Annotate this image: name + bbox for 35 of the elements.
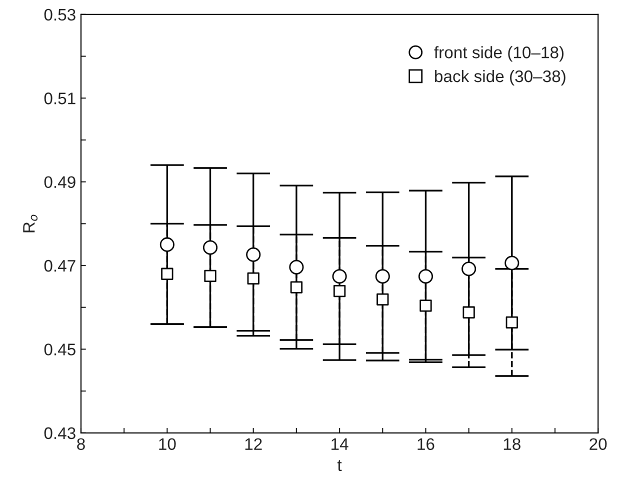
point (289, 260, 304, 274)
x-tick-label: 16 (418, 438, 434, 450)
point (506, 316, 518, 328)
point (247, 272, 260, 285)
x-tick-label: 8 (77, 438, 85, 450)
legend-label: front side (10–18) (434, 46, 564, 62)
point (376, 293, 389, 306)
point (504, 256, 520, 270)
y-tick-label: 0.47 (44, 260, 76, 272)
point (462, 306, 475, 318)
point (333, 284, 346, 298)
point (462, 262, 476, 276)
point (161, 268, 174, 280)
x-tick-label: 12 (245, 438, 262, 450)
y-axis-title: R$_{o}$ (23, 214, 38, 232)
x-tick-label: 10 (159, 438, 176, 450)
y-tick-label: 0.51 (44, 92, 76, 104)
y-tick-label: 0.49 (44, 176, 76, 188)
point (375, 269, 390, 284)
x-tick-label: 20 (590, 438, 607, 450)
point (420, 300, 432, 312)
point (202, 240, 218, 255)
x-tick-label: 18 (504, 438, 520, 450)
point (332, 269, 347, 284)
x-tick-label: 14 (332, 438, 348, 450)
point (204, 270, 216, 282)
y-tick-label: 0.45 (44, 344, 76, 356)
y-tick-label: 0.53 (44, 8, 76, 21)
point (160, 237, 174, 252)
point (290, 281, 303, 294)
y-tick-label: 0.43 (44, 427, 76, 440)
point (418, 269, 433, 284)
point (246, 247, 261, 262)
legend-label: back side (30–38) (435, 70, 566, 86)
x-axis-title: t (337, 460, 342, 472)
